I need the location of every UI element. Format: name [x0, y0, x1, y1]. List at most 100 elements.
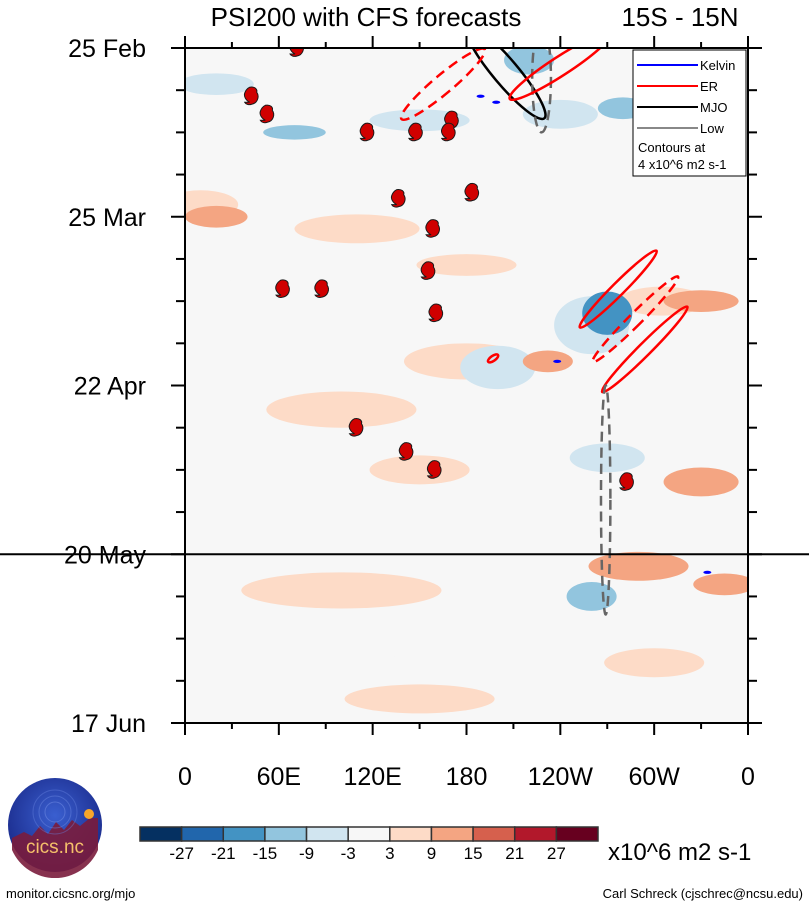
cyclone-shape: [425, 219, 440, 238]
cyclone-shape: [390, 188, 406, 208]
colorbar-tick-label: -9: [299, 844, 314, 863]
contour-er: [508, 48, 613, 102]
cyclone-shape: [259, 104, 275, 124]
kelvin-contours: [476, 94, 712, 574]
tropical-cyclone-icon: [359, 122, 375, 142]
anomaly-region: [266, 391, 417, 428]
cyclone-shape: [348, 417, 364, 437]
anomaly-region: [185, 205, 248, 228]
logo-sun-icon: [84, 809, 94, 819]
tropical-cyclone-icon: [348, 417, 364, 437]
tropical-cyclone-icon: [314, 279, 329, 298]
anomaly-region: [663, 467, 739, 497]
contour-er: [600, 305, 689, 394]
colorbar-bin: [555, 826, 599, 842]
tropical-cyclone-icon: [440, 122, 456, 142]
colorbar-bin: [430, 826, 474, 842]
y-tick-label: 22 Apr: [74, 373, 146, 401]
colorbar-tick-label: 27: [547, 844, 566, 863]
y-tick-label: 20 May: [64, 541, 146, 569]
colorbar-tick-label: 9: [427, 844, 436, 863]
legend-label-mjo: MJO: [700, 100, 727, 115]
cyclone-shape: [243, 86, 259, 106]
x-tick-label: 180: [446, 763, 488, 791]
tropical-cyclone-icon: [390, 188, 406, 208]
colorbar-tick-label: 21: [505, 844, 524, 863]
y-tick-label: 25 Feb: [68, 35, 146, 63]
cyclone-shape: [359, 122, 375, 142]
logo-mountains: [12, 818, 98, 879]
anomaly-region: [263, 125, 326, 140]
colorbar: -27 -21 -15 -9 -3 3 9 15 21 27: [139, 826, 599, 863]
contour-kelvin: [476, 94, 485, 98]
anomaly-region: [522, 350, 573, 373]
contour-mjo: [464, 48, 547, 121]
legend: Kelvin ER MJO Low Contours at 4 x10^6 m2 s-1: [632, 49, 747, 177]
legend-box: [632, 49, 747, 177]
anomaly-region: [228, 262, 329, 292]
colorbar-units: x10^6 m2 s-1: [608, 839, 751, 866]
anomaly-region: [416, 254, 517, 276]
tropical-cyclone-icon: [289, 48, 304, 57]
contour-kelvin: [703, 570, 712, 574]
tropical-cyclone-icon: [420, 261, 436, 280]
anomaly-region: [391, 628, 542, 673]
anomaly-region: [369, 455, 470, 485]
colorbar-tick-label: -15: [253, 844, 278, 863]
x-axis: 0 60E 120E 180 120W 60W 0: [178, 36, 755, 791]
anomaly-region: [693, 573, 748, 596]
x-tick-label: 60E: [257, 763, 301, 791]
contour-er: [486, 353, 500, 364]
anomaly-region: [582, 291, 633, 335]
colorbar-bin: [389, 826, 433, 842]
footer-author: Carl Schreck (cjschrec@ncsu.edu): [603, 886, 803, 901]
anomaly-region: [566, 581, 617, 611]
colorbar-bin: [305, 826, 349, 842]
latitude-band-label: 15S - 15N: [621, 2, 738, 32]
y-tick-label: 17 Jun: [71, 710, 146, 738]
anomaly-region: [460, 345, 536, 390]
tropical-cyclone-icon: [259, 104, 275, 124]
cics-logo: cics.nc: [8, 778, 102, 879]
contour-kelvin: [553, 359, 562, 363]
tropical-cyclone-icon: [428, 303, 444, 323]
anomaly-region: [185, 73, 254, 96]
colorbar-tick-label: 15: [464, 844, 483, 863]
legend-label-er: ER: [700, 79, 718, 94]
tropical-cyclone-icon: [275, 279, 290, 298]
contour-low: [599, 384, 612, 616]
logo-text: cics.nc: [26, 837, 84, 858]
tropical-cyclone-icon: [243, 86, 259, 106]
contour-er: [578, 249, 659, 329]
colorbar-tick-label: -27: [169, 844, 194, 863]
anomaly-region: [569, 443, 645, 473]
tropical-cyclone-icon: [408, 122, 423, 142]
anomaly-region: [482, 500, 608, 537]
y-tick-label: 25 Mar: [68, 204, 146, 232]
anomaly-region: [241, 572, 442, 609]
cyclone-shape: [464, 182, 480, 202]
anomaly-region: [588, 551, 689, 581]
x-tick-label: 60W: [628, 763, 680, 791]
tropical-cyclone-icon: [464, 182, 480, 202]
anomaly-region: [197, 431, 298, 461]
contour-kelvin: [492, 100, 501, 104]
cyclone-shape: [314, 279, 329, 298]
tropical-cyclone-icon: [426, 460, 442, 479]
anomaly-region: [294, 214, 420, 244]
colorbar-bin: [139, 826, 183, 842]
cyclone-shape: [426, 460, 442, 479]
contour-low: [530, 48, 553, 134]
cyclone-shape: [289, 48, 304, 57]
colorbar-bin: [264, 826, 308, 842]
cyclone-shape: [275, 279, 290, 298]
anomaly-region: [522, 99, 598, 129]
colorbar-tick-label: -21: [211, 844, 236, 863]
x-tick-label: 120W: [528, 763, 594, 791]
legend-note: Contours at: [638, 140, 706, 155]
anomaly-region: [216, 620, 342, 657]
contour-er: [591, 275, 680, 364]
colorbar-tick-label: 3: [385, 844, 394, 863]
anomaly-region: [663, 290, 739, 312]
